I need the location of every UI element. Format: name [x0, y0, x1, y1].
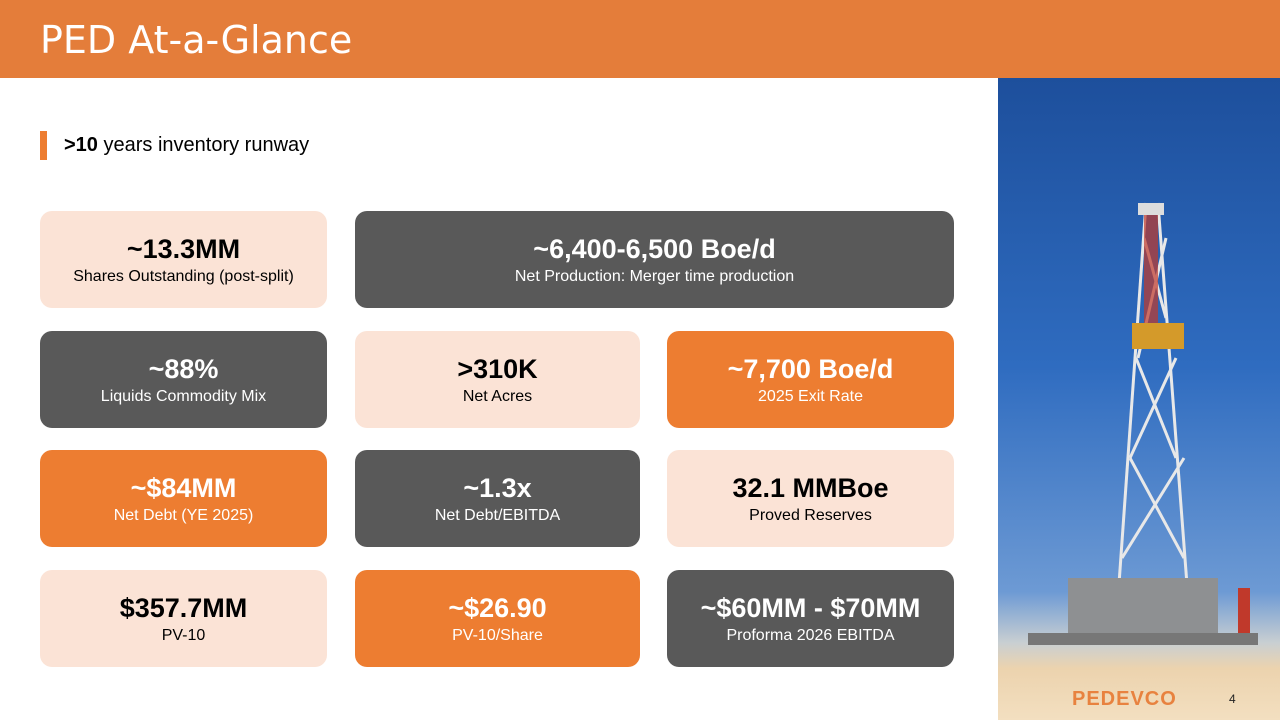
card-value: >310K: [457, 353, 538, 384]
card-debt-ebitda: ~1.3x Net Debt/EBITDA: [355, 450, 640, 547]
card-exit-rate: ~7,700 Boe/d 2025 Exit Rate: [667, 331, 954, 428]
card-value: ~7,700 Boe/d: [727, 353, 894, 384]
page-title: PED At-a-Glance: [40, 18, 353, 62]
drilling-rig-icon: [1028, 202, 1258, 645]
card-label: Net Debt/EBITDA: [434, 506, 561, 524]
card-acres: >310K Net Acres: [355, 331, 640, 428]
card-value: ~$26.90: [448, 592, 547, 623]
subtitle-bold: >10: [64, 134, 98, 156]
subtitle-text: years inventory runway: [97, 134, 310, 156]
card-value: ~1.3x: [463, 472, 532, 503]
card-liquids: ~88% Liquids Commodity Mix: [40, 331, 327, 428]
card-value: ~6,400-6,500 Boe/d: [533, 233, 776, 264]
accent-bar: [40, 131, 47, 160]
card-value: ~13.3MM: [126, 233, 241, 264]
card-label: PV-10: [161, 626, 206, 644]
card-reserves: 32.1 MMBoe Proved Reserves: [667, 450, 954, 547]
subtitle: >10 years inventory runway: [64, 134, 309, 157]
card-label: Net Acres: [462, 387, 533, 405]
card-value: ~88%: [148, 353, 219, 384]
header-bar: PED At-a-Glance: [0, 0, 1280, 78]
card-shares: ~13.3MM Shares Outstanding (post-split): [40, 211, 327, 308]
card-net-debt: ~$84MM Net Debt (YE 2025): [40, 450, 327, 547]
card-pv10-share: ~$26.90 PV-10/Share: [355, 570, 640, 667]
pedevco-logo: PEDEVCO: [1072, 688, 1177, 710]
card-value: $357.7MM: [119, 592, 248, 623]
page-number: 4: [1229, 692, 1236, 706]
card-label: Proforma 2026 EBITDA: [726, 626, 895, 644]
card-label: Liquids Commodity Mix: [100, 387, 267, 405]
card-production: ~6,400-6,500 Boe/d Net Production: Merger…: [355, 211, 954, 308]
card-value: 32.1 MMBoe: [732, 472, 889, 503]
card-label: Shares Outstanding (post-split): [73, 267, 294, 285]
card-label: 2025 Exit Rate: [758, 387, 863, 405]
drilling-rig-photo: [998, 78, 1280, 720]
card-label: PV-10/Share: [452, 626, 543, 644]
card-value: ~$60MM - $70MM: [700, 592, 921, 623]
card-label: Net Production: Merger time production: [514, 267, 795, 285]
card-pv10: $357.7MM PV-10: [40, 570, 327, 667]
card-value: ~$84MM: [130, 472, 237, 503]
card-ebitda: ~$60MM - $70MM Proforma 2026 EBITDA: [667, 570, 954, 667]
card-label: Proved Reserves: [749, 506, 872, 524]
card-label: Net Debt (YE 2025): [113, 506, 254, 524]
